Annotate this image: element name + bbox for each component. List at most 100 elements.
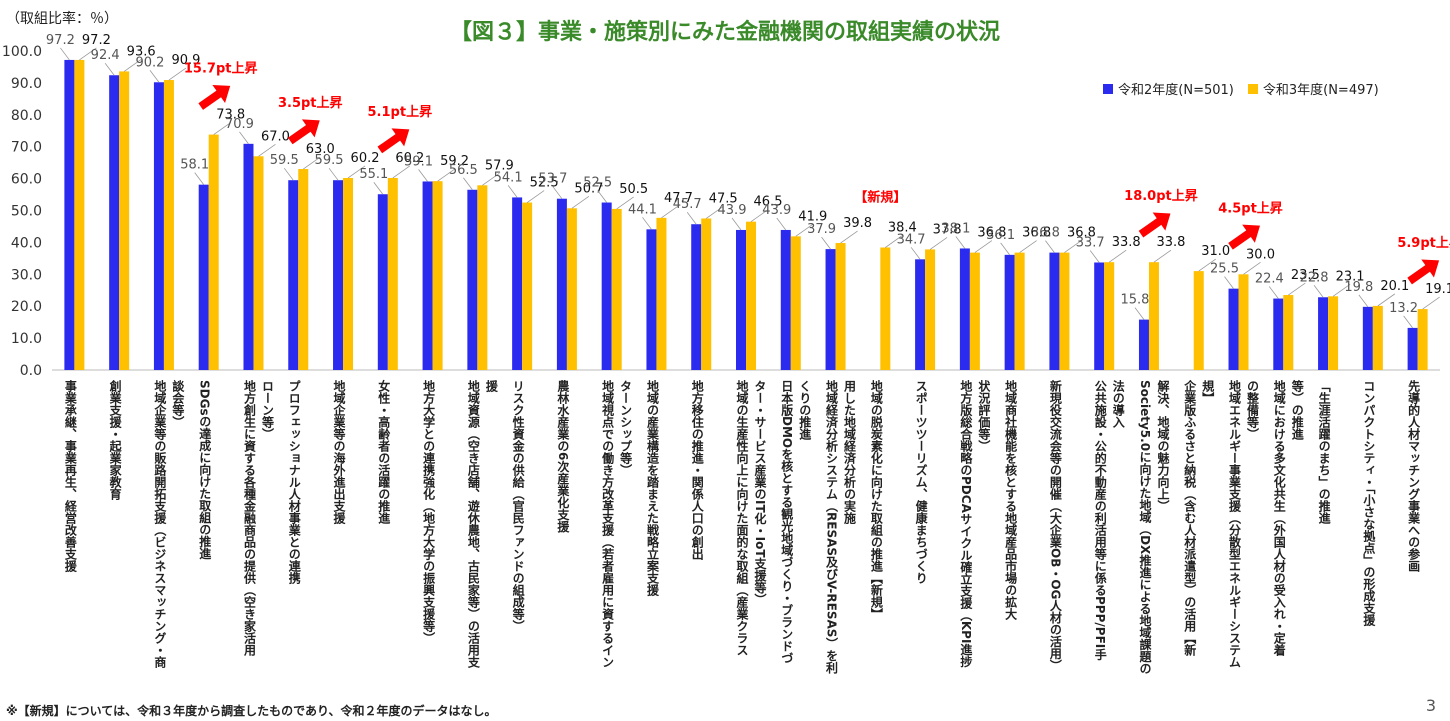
data-label-series2: 20.1 (1380, 279, 1409, 294)
bar-series2 (522, 202, 533, 370)
increase-arrow-shape (1407, 259, 1440, 285)
data-label-series2: 41.9 (798, 209, 827, 224)
bar-series2 (1283, 295, 1294, 370)
x-tick-label: 事業承継、事業再生、経営改善支援 (63, 379, 77, 573)
x-tick-label: ター・サービス産業のIT化・IoT支援等） (753, 380, 767, 606)
data-label-leader (1045, 240, 1055, 253)
data-label-series1: 45.7 (673, 197, 702, 212)
data-label-leader (168, 67, 187, 81)
x-tick-label: 創業支援・起業家教育 (108, 379, 122, 501)
data-label-leader (1019, 240, 1037, 253)
data-label-series2: 73.8 (216, 108, 245, 123)
data-label-series2: 23.1 (1336, 269, 1365, 284)
data-label-series2: 47.5 (709, 191, 738, 206)
bar-series1 (1004, 254, 1015, 370)
bar-series1 (422, 181, 433, 370)
x-tick-label: 地域企業等の海外進出支援 (332, 379, 346, 525)
bar-series2 (298, 169, 309, 370)
data-label-series1: 15.8 (1120, 293, 1149, 308)
legend-item-series2: 令和3年度(N=497) (1247, 79, 1379, 98)
bar-series2 (969, 252, 980, 370)
data-label-leader (392, 165, 411, 179)
data-label-series1: 70.9 (225, 117, 254, 132)
data-label-series2: 33.8 (1112, 235, 1141, 250)
data-label-leader (910, 247, 921, 260)
bar-series1 (1318, 297, 1329, 370)
x-tick-label: 「生涯活躍のまち」の推進 (1317, 380, 1331, 525)
data-label-series1: 52.5 (583, 176, 612, 191)
x-tick-label: 地域の脱炭素化に向けた取組の推進【新規】 (869, 379, 883, 620)
bar-series1 (646, 229, 657, 370)
data-label-series1: 43.9 (718, 203, 747, 218)
bar-series2 (1104, 262, 1115, 370)
data-label-leader (1288, 282, 1306, 296)
bar-series1 (288, 180, 299, 370)
y-axis-unit-label: （取組比率：％） (6, 11, 118, 27)
data-label-leader (731, 217, 742, 231)
data-label-series1: 92.4 (91, 48, 120, 63)
y-tick-label: 60.0 (11, 172, 42, 188)
data-label-series1: 38.1 (941, 221, 970, 236)
x-tick-label: 談会等） (171, 379, 185, 428)
data-label-series1: 53.7 (538, 172, 567, 187)
data-label-series2: 60.2 (351, 151, 380, 166)
bar-series2 (925, 249, 936, 370)
bar-series2 (1059, 252, 1070, 370)
bar-series2 (1238, 274, 1249, 370)
data-label-leader (526, 190, 545, 203)
data-label-series2: 31.0 (1201, 244, 1230, 259)
data-label-leader (239, 131, 249, 145)
bar-series2 (432, 181, 443, 370)
data-label-leader (552, 186, 563, 199)
x-tick-label: 地域資源（空き店舗、遊休農地、古民家等）の活用支 (466, 379, 480, 669)
data-label-series1: 22.8 (1300, 270, 1329, 285)
data-label-series2: 52.5 (530, 176, 559, 191)
data-label-series1: 43.9 (762, 203, 791, 218)
bar-series2 (119, 71, 130, 370)
data-label-leader (1108, 249, 1127, 263)
increase-annotation: 18.0pt上昇 (1124, 189, 1198, 204)
bar-series2 (611, 208, 622, 370)
data-label-leader (437, 168, 455, 182)
y-tick-label: 80.0 (11, 108, 42, 124)
data-label-series2: 36.8 (977, 226, 1006, 241)
data-label-series2: 33.8 (1156, 235, 1185, 250)
x-tick-label: 地域における多文化共生（外国人材の受入れ・定着 (1272, 379, 1286, 657)
increase-arrow-icon (1138, 212, 1171, 238)
bar-series2 (1372, 305, 1383, 370)
bar-series2 (566, 208, 577, 370)
data-label-series1: 56.5 (449, 163, 478, 178)
x-tick-label: 地方大学との連携強化（地方大学の振興支援等） (422, 379, 436, 644)
data-label-leader (1198, 258, 1216, 272)
data-label-leader (571, 195, 590, 209)
x-tick-label: 地域商社機能を核とする地域産品市場の拡大 (1004, 379, 1018, 621)
bar-series2 (1014, 252, 1025, 370)
x-tick-label: 状況評価等） (977, 379, 991, 452)
data-label-series2: 57.9 (485, 158, 514, 173)
bar-series2 (253, 156, 264, 370)
bar-series1 (736, 229, 746, 370)
bar-series1 (1407, 327, 1418, 370)
bar-series2 (701, 218, 712, 370)
data-label-leader (1332, 283, 1351, 297)
data-label-leader (821, 236, 831, 250)
x-tick-label: 公共施設・公的不動産の利活用等に係るPPP/PFI手 (1093, 380, 1107, 661)
bar-series2 (387, 177, 398, 370)
data-label-leader (328, 167, 339, 181)
data-label-series2: 19.1 (1425, 282, 1450, 297)
data-label-leader (283, 167, 294, 181)
y-tick-label: 40.0 (11, 235, 42, 251)
bar-series1 (601, 202, 612, 370)
increase-annotation: 15.7pt上昇 (184, 62, 258, 77)
bar-series1 (198, 184, 209, 370)
data-label-leader (1422, 296, 1440, 310)
x-tick-label: 女性・高齢者の活躍の推進 (377, 379, 391, 525)
increase-annotation: 3.5pt上昇 (278, 96, 343, 111)
x-tick-label: 日本版DMOを核とする観光地域づくり・ブランドづ (780, 380, 794, 665)
data-label-series2: 46.5 (754, 195, 783, 210)
bar-series2 (1328, 296, 1339, 370)
x-tick-label: リスク性資金の供給（官民ファンドの組成等） (511, 380, 525, 632)
data-label-leader (597, 190, 607, 203)
bar-series1 (1049, 252, 1060, 370)
data-label-leader (686, 211, 697, 225)
